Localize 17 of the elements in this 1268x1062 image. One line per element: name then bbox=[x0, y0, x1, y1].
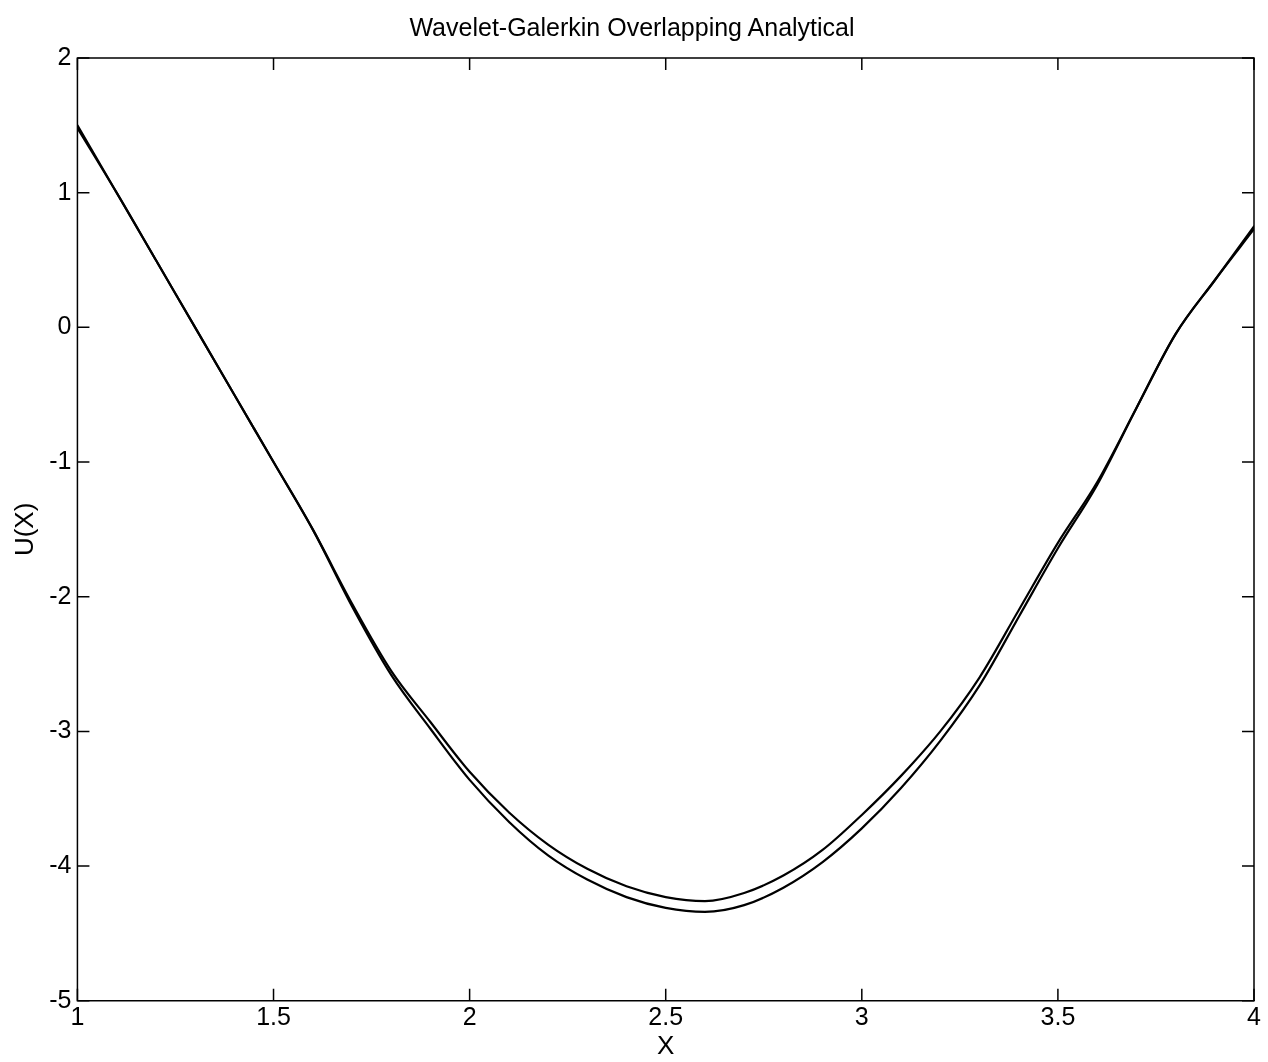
x-tick-label: 3.5 bbox=[1040, 1001, 1076, 1030]
y-tick-label: -4 bbox=[49, 850, 72, 878]
y-tick-label: 2 bbox=[57, 41, 72, 70]
y-tick-label: -5 bbox=[49, 984, 72, 1013]
x-tick-label: 1.5 bbox=[256, 1001, 291, 1030]
x-tick-label: 2.5 bbox=[648, 1001, 684, 1030]
y-tick-label: -2 bbox=[49, 580, 72, 609]
y-tick-label: -3 bbox=[49, 715, 72, 744]
y-axis-title: U(X) bbox=[8, 502, 39, 557]
y-tick-label: 1 bbox=[57, 176, 72, 205]
y-tick-label: 0 bbox=[57, 311, 72, 340]
y-tick-label: -1 bbox=[49, 445, 72, 474]
x-axis-title: X bbox=[657, 1029, 675, 1060]
x-tick-label: 3 bbox=[854, 1001, 869, 1030]
x-tick-label: 2 bbox=[462, 1001, 477, 1030]
x-tick-label: 4 bbox=[1247, 1001, 1262, 1030]
chart-title: Wavelet-Galerkin Overlapping Analytical bbox=[409, 12, 855, 41]
